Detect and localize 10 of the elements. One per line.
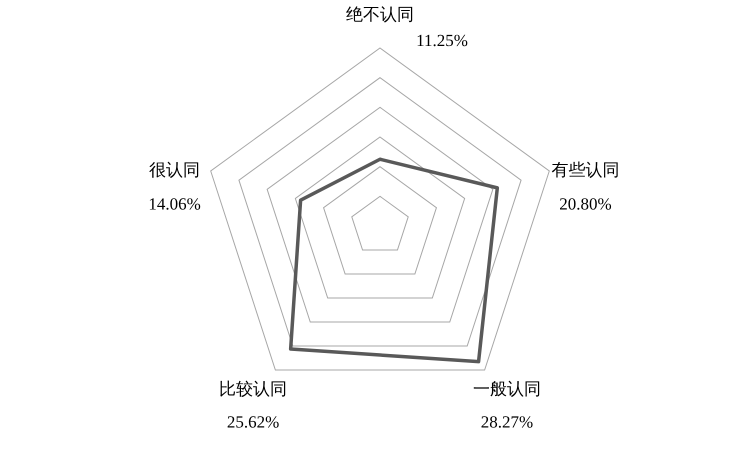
value-label: 20.80% — [559, 194, 612, 214]
value-label: 11.25% — [416, 31, 468, 50]
category: 一般认同 — [472, 380, 541, 399]
value-label: 25.62% — [226, 412, 280, 432]
category: 绝不认同 — [346, 5, 414, 24]
value-label: 14.06% — [148, 194, 201, 214]
category: 很认同 — [149, 160, 200, 180]
category: 比较认同 — [219, 380, 288, 399]
value-label: 28.27% — [480, 412, 534, 432]
category: 有些认同 — [551, 160, 620, 180]
